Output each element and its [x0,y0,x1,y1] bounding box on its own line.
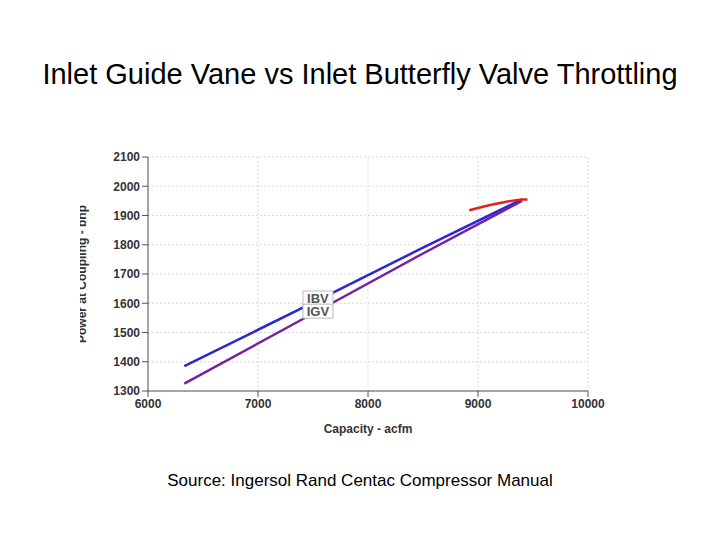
svg-text:7000: 7000 [245,397,272,411]
svg-text:1600: 1600 [113,297,140,311]
svg-text:1300: 1300 [113,384,140,398]
svg-text:IGV: IGV [307,304,330,319]
svg-text:IBV: IBV [307,291,329,306]
svg-text:9000: 9000 [465,397,492,411]
svg-text:1900: 1900 [113,209,140,223]
svg-text:Power at Coupling - bhp: Power at Coupling - bhp [80,205,89,343]
html-text:Source: Ingersol Rand Centac C: Source: Ingersol Rand Centac Compressor … [167,471,553,490]
svg-text:1700: 1700 [113,267,140,281]
html-text:Inlet Guide Vane vs Inlet Butt: Inlet Guide Vane vs Inlet Butterfly Valv… [42,58,678,90]
svg-text:1400: 1400 [113,355,140,369]
svg-text:2000: 2000 [113,180,140,194]
svg-text:1500: 1500 [113,326,140,340]
svg-text:1800: 1800 [113,238,140,252]
svg-text:8000: 8000 [355,397,382,411]
svg-text:Capacity - acfm: Capacity - acfm [324,422,413,436]
svg-text:2100: 2100 [113,150,140,164]
svg-text:10000: 10000 [571,397,605,411]
svg-text:6000: 6000 [135,397,162,411]
